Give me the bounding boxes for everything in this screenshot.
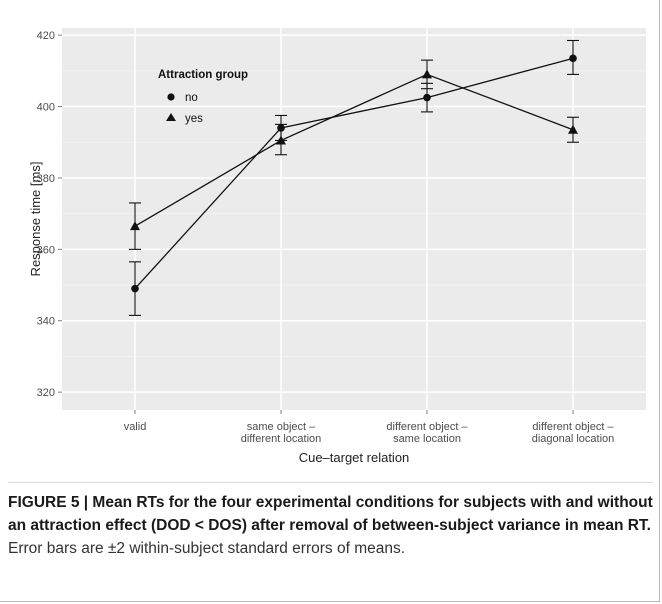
y-tick-label: 320 — [37, 387, 55, 399]
y-tick-label: 400 — [37, 102, 55, 114]
legend-marker-yes — [166, 113, 176, 121]
x-axis-title: Cue–target relation — [299, 450, 410, 465]
legend: Attraction group no yes — [158, 69, 248, 125]
y-tick-label: 380 — [37, 173, 55, 185]
legend-title: Attraction group — [158, 69, 248, 81]
figure-caption: FIGURE 5 | Mean RTs for the four experim… — [8, 491, 653, 560]
caption-text: Error bars are ±2 within-subject standar… — [8, 540, 406, 557]
data-point — [131, 284, 139, 293]
series-layer — [129, 39, 579, 316]
legend-marker-no — [167, 93, 175, 101]
x-tick-label: different object – same location — [386, 421, 468, 445]
y-tick-label: 420 — [37, 30, 55, 42]
x-tick-label: same object – different location — [241, 421, 322, 445]
y-tick-label: 360 — [37, 244, 55, 256]
legend-label-yes: yes — [185, 113, 203, 125]
x-axis-ticks: valid same object – different location diff… — [124, 410, 615, 445]
legend-label-no: no — [185, 92, 198, 104]
caption-label: FIGURE 5 | Mean RTs for the four experim… — [8, 494, 653, 534]
data-point — [422, 69, 432, 79]
data-point — [568, 124, 578, 134]
series-yes — [129, 59, 579, 250]
data-point — [569, 54, 577, 63]
y-axis-ticks: 320 340 360 380 400 420 — [37, 30, 62, 399]
y-tick-label: 340 — [37, 316, 55, 328]
caption-divider — [8, 482, 653, 483]
gridlines — [62, 28, 646, 410]
series-line-no — [134, 57, 574, 290]
x-tick-label: valid — [124, 421, 147, 433]
series-line-yes — [134, 73, 574, 227]
data-point — [276, 135, 286, 145]
y-axis-title: Response time [ms] — [28, 162, 43, 277]
x-tick-label: different object – diagonal location — [532, 421, 615, 445]
plot-panel — [62, 28, 646, 410]
data-point — [130, 221, 140, 231]
line-chart: 320 340 360 380 400 420 valid same object – dif… — [28, 28, 646, 465]
data-point — [423, 93, 431, 102]
